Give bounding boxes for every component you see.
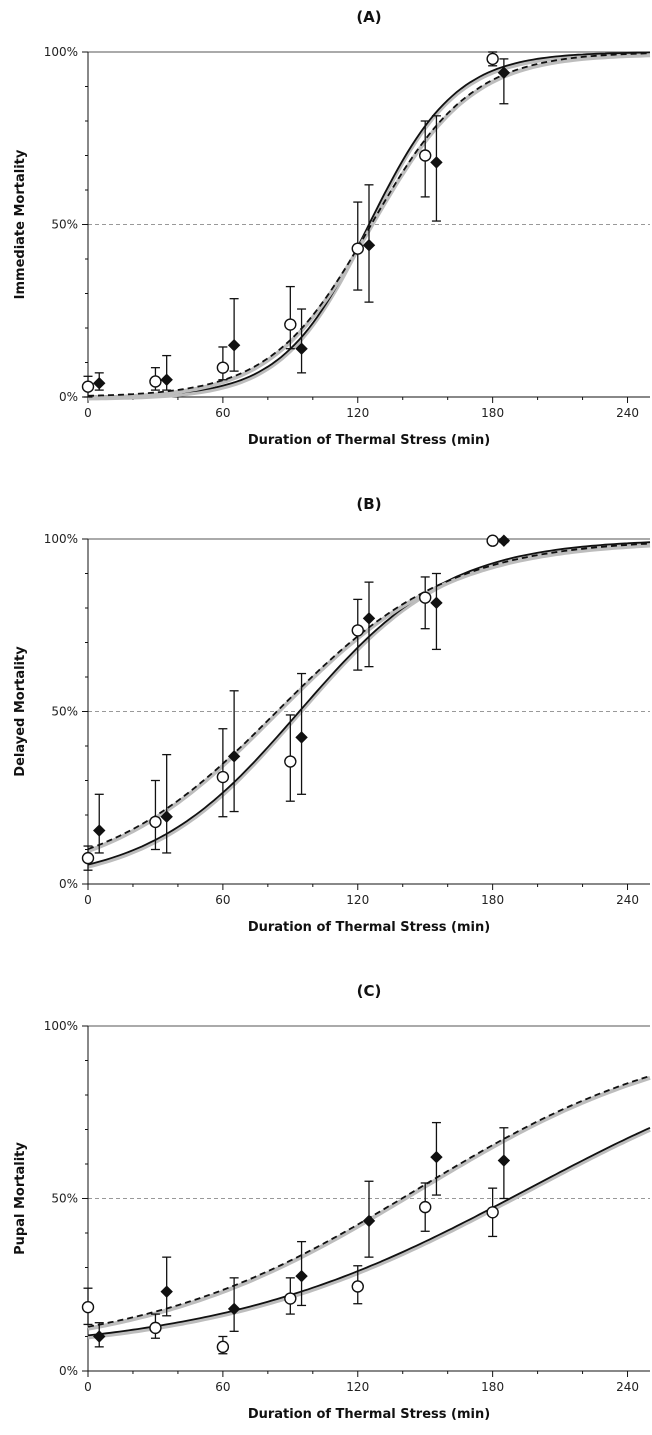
panel-c-point-open-circle: [419, 1200, 432, 1214]
panel-b-point-open-circle: [284, 755, 297, 768]
panel-b-y-axis-label: Delayed Mortality: [13, 646, 28, 777]
panel-a-point-open-circle: [419, 149, 432, 162]
panel-b-y-tick-label: 100%: [44, 532, 78, 546]
panel-b-point-open-circle: [216, 770, 230, 784]
panel-b-point-open-circle: [419, 591, 432, 604]
panel-c-point-filled-diamond: [497, 1154, 511, 1167]
panel-c-point-filled-diamond: [362, 1214, 376, 1228]
panel-b-y-tick-label: 50%: [51, 705, 78, 719]
panel-c-point-filled-diamond: [93, 1330, 106, 1343]
panel-a-point-filled-diamond: [227, 339, 241, 352]
panel-c-x-axis-label: Duration of Thermal Stress (min): [248, 1407, 490, 1422]
panel-b-point-filled-diamond: [295, 731, 308, 744]
panel-b-point-filled-diamond: [497, 534, 511, 547]
panel-c-point-open-circle: [351, 1280, 364, 1293]
panel-a-x-tick-label: 120: [346, 406, 369, 420]
panel-a-point-filled-diamond: [430, 156, 443, 169]
panel-c-point-filled-diamond: [295, 1269, 308, 1283]
panel-c-y-tick-label: 0%: [59, 1364, 78, 1378]
panel-b-x-tick-label: 240: [616, 893, 639, 907]
panel-c-x-tick-label: 0: [84, 1380, 92, 1394]
panel-b-y-tick-label: 0%: [59, 877, 78, 891]
panel-b-point-open-circle: [149, 815, 162, 829]
panel-a-point-open-circle: [216, 361, 230, 374]
panel-c-y-tick-label: 100%: [44, 1019, 78, 1033]
panel-b-point-filled-diamond: [430, 596, 443, 610]
panel-a-point-open-circle: [351, 242, 364, 255]
panel-a-point-filled-diamond: [93, 376, 106, 390]
panel-b-title: (B): [356, 495, 381, 513]
panel-a-title: (A): [356, 8, 381, 26]
panel-c-point-open-circle: [81, 1300, 95, 1314]
panel-b-point-filled-diamond: [93, 824, 106, 837]
panel-a-x-tick-label: 60: [215, 406, 230, 420]
panel-a-y-tick-label: 0%: [59, 390, 78, 404]
panel-c-chart: (C) 0% 50% 100% 0 60 120 180 240 Duration of Ther…: [13, 982, 651, 1422]
panel-b-point-open-circle: [351, 624, 364, 637]
panel-c-point-open-circle: [216, 1340, 230, 1354]
panel-a-point-filled-diamond: [497, 66, 511, 79]
panel-a-y-axis-label: Immediate Mortality: [13, 149, 28, 299]
panel-a-y-tick-label: 100%: [44, 45, 78, 59]
panel-a-x-tick-label: 240: [616, 406, 639, 420]
panel-c-x-tick-label: 120: [346, 1380, 369, 1394]
panel-c-x-tick-label: 180: [481, 1380, 504, 1394]
panel-b-point-filled-diamond: [227, 750, 241, 763]
panel-b-x-tick-label: 60: [215, 893, 230, 907]
panel-a-point-filled-diamond: [362, 238, 376, 252]
panel-b-x-tick-label: 0: [84, 893, 92, 907]
panel-b-point-filled-diamond: [160, 810, 173, 823]
panel-b-x-tick-label: 180: [481, 893, 504, 907]
panel-b-x-axis-label: Duration of Thermal Stress (min): [248, 920, 490, 935]
panel-c-point-open-circle: [149, 1321, 162, 1335]
panel-a-point-filled-diamond: [160, 373, 173, 386]
panel-b-point-filled-diamond: [362, 612, 376, 625]
panel-a-point-filled-diamond: [295, 342, 308, 355]
panel-b-point-open-circle: [486, 534, 499, 547]
panel-b-point-open-circle: [81, 851, 95, 865]
panel-c-curve-solid: [87, 1126, 651, 1337]
panel-c-title: (C): [357, 982, 382, 1000]
panel-a-point-open-circle: [284, 318, 297, 331]
panel-c-y-axis-label: Pupal Mortality: [13, 1142, 28, 1255]
panel-a-x-axis-label: Duration of Thermal Stress (min): [248, 433, 490, 448]
panel-b-x-tick-label: 120: [346, 893, 369, 907]
panel-c-point-filled-diamond: [227, 1302, 241, 1316]
panel-c-curve-solid-shadow: [87, 1127, 651, 1340]
panel-c-x-tick-label: 60: [215, 1380, 230, 1394]
panel-c-point-filled-diamond: [160, 1285, 173, 1298]
panel-a-x-tick-label: 0: [84, 406, 92, 420]
panel-c-y-tick-label: 50%: [51, 1192, 78, 1206]
panel-a-x-tick-label: 180: [481, 406, 504, 420]
panel-a-chart: (A) 0% 50% 100% 0 60 120 180 240 Duration of Ther…: [13, 8, 651, 448]
panel-a-point-open-circle: [81, 380, 95, 393]
panel-b-chart: (B) 0% 50% 100% 0 60 120 180 240 Duration of Ther…: [13, 495, 651, 935]
panel-a-point-open-circle: [486, 52, 499, 66]
panel-c-point-open-circle: [486, 1206, 499, 1219]
panel-c-x-tick-label: 240: [616, 1380, 639, 1394]
panel-c-point-open-circle: [284, 1292, 297, 1305]
panel-a-y-tick-label: 50%: [51, 218, 78, 232]
panel-c-point-filled-diamond: [430, 1150, 443, 1164]
panel-a-point-open-circle: [149, 375, 162, 388]
